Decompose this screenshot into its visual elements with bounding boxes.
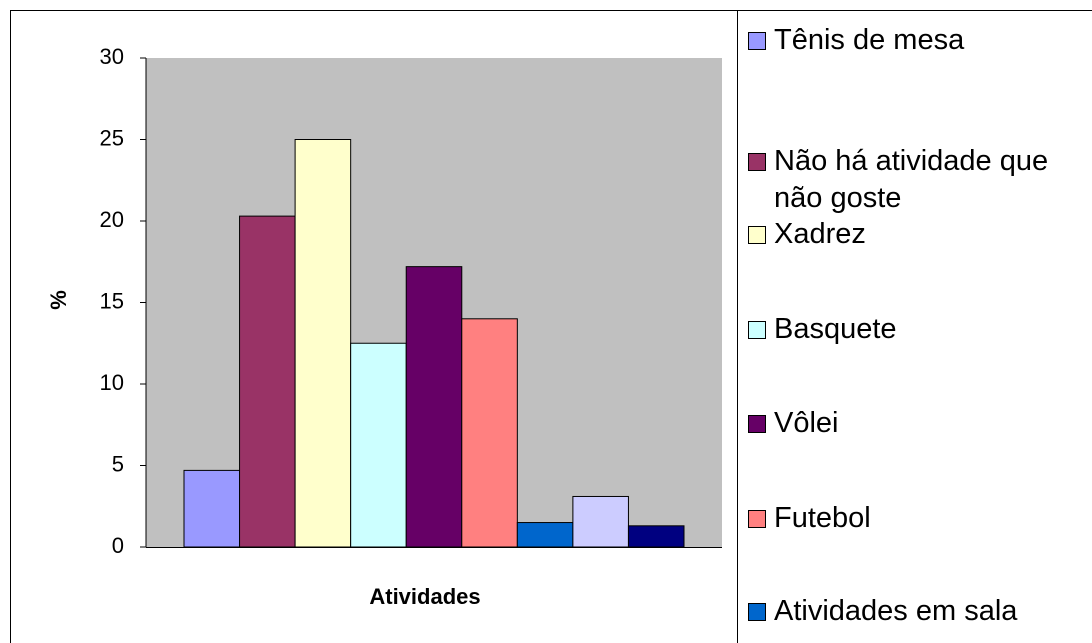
legend-label: Xadrez [774, 218, 866, 250]
legend-swatch [748, 415, 766, 433]
bar [572, 495, 629, 548]
legend-swatch [748, 321, 766, 339]
y-tick-label: 30 [100, 44, 124, 69]
y-tick-label: 20 [100, 207, 124, 232]
legend-label: Vôlei [774, 407, 839, 439]
legend-entry: Não há atividade que não goste [748, 143, 1088, 217]
y-tick-label: 25 [100, 125, 124, 150]
bar [461, 318, 518, 548]
y-tick-label: 5 [112, 451, 124, 476]
legend-swatch [748, 510, 766, 528]
bar [627, 525, 685, 548]
bar [239, 215, 296, 548]
bar [516, 522, 574, 548]
bar [294, 139, 352, 548]
legend-swatch [748, 153, 766, 171]
legend-entry: Futebol [748, 500, 1088, 537]
y-tick-label: 15 [100, 288, 124, 313]
y-tick-label: 0 [112, 533, 124, 558]
legend-entry: Basquete [748, 311, 1088, 348]
legend-label: Não há atividade que não goste [774, 145, 1049, 214]
bar [183, 469, 241, 548]
x-axis-title: Atividades [369, 584, 480, 609]
legend-entry: Atividades em sala [748, 593, 1088, 630]
legend-swatch [748, 226, 766, 244]
legend-label: Basquete [774, 313, 897, 345]
legend-swatch [748, 32, 766, 50]
legend-entry: Tênis de mesa [748, 22, 1088, 59]
legend-label: Futebol [774, 502, 871, 534]
legend-entry: Vôlei [748, 405, 1088, 442]
y-tick-label: 10 [100, 370, 124, 395]
y-axis-title: % [46, 290, 71, 310]
legend-label: Atividades em sala [774, 595, 1018, 627]
legend-label: Tênis de mesa [774, 24, 965, 56]
bar [405, 266, 463, 548]
legend-swatch [748, 603, 766, 621]
bar [350, 342, 407, 548]
legend-entry: Xadrez [748, 216, 1088, 253]
